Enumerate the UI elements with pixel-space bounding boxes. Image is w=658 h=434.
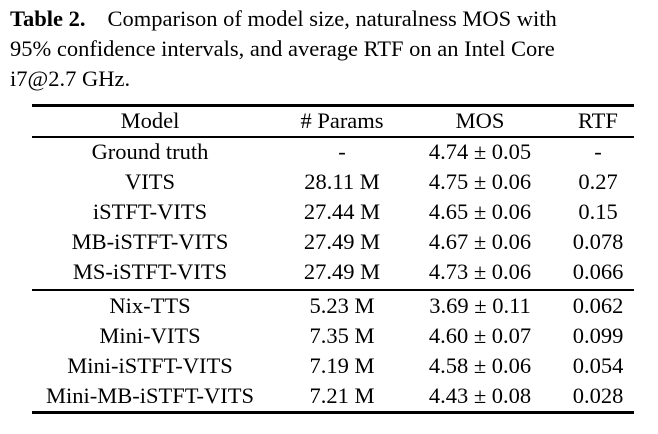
cell-params: 7.19 M (309, 353, 375, 378)
cell-mos: 4.74 ± 0.05 (428, 139, 532, 164)
table-top-rule (32, 104, 634, 107)
cell-rtf: 0.066 (572, 259, 624, 284)
cell-params: 7.21 M (309, 383, 375, 408)
cell-mos: 4.58 ± 0.06 (428, 353, 532, 378)
caption-label: Table 2. (10, 6, 86, 31)
cell-mos: 4.67 ± 0.06 (428, 229, 532, 254)
cell-mos: 4.75 ± 0.06 (428, 169, 532, 194)
cell-rtf: 0.054 (572, 353, 624, 378)
cell-rtf: - (594, 139, 602, 164)
cell-mos: 4.65 ± 0.06 (428, 199, 532, 224)
cell-params: 27.49 M (303, 229, 381, 254)
header-rtf: RTF (578, 108, 618, 133)
cell-model: Ground truth (91, 139, 209, 164)
cell-mos: 4.43 ± 0.08 (428, 383, 532, 408)
cell-rtf: 0.062 (572, 293, 624, 318)
cell-model: iSTFT-VITS (92, 199, 208, 224)
cell-rtf: 0.27 (578, 169, 618, 194)
cell-params: 5.23 M (309, 293, 375, 318)
cell-params: 7.35 M (309, 323, 375, 348)
cell-model: Nix-TTS (109, 293, 191, 318)
cell-rtf: 0.099 (572, 323, 624, 348)
header-mos: MOS (455, 108, 505, 133)
cell-model: Mini-MB-iSTFT-VITS (46, 383, 254, 408)
cell-model: Mini-VITS (99, 323, 201, 348)
caption-line-1: Table 2. Comparison of model size, natura… (10, 4, 658, 34)
caption-line-3: i7@2.7 GHz. (10, 66, 131, 91)
cell-model: MS-iSTFT-VITS (72, 259, 228, 284)
header-params: # Params (300, 108, 384, 133)
header-rule (32, 136, 634, 138)
caption-text-1: Comparison of model size, naturalness MO… (107, 6, 557, 31)
cell-params: 27.49 M (303, 259, 381, 284)
cell-rtf: 0.15 (578, 199, 618, 224)
cell-mos: 4.60 ± 0.07 (428, 323, 532, 348)
cell-rtf: 0.028 (572, 383, 624, 408)
table-bottom-rule (32, 411, 634, 414)
caption-line-2: 95% confidence intervals, and average RT… (10, 36, 555, 61)
cell-model: VITS (125, 169, 175, 194)
cell-model: MB-iSTFT-VITS (71, 229, 229, 254)
cell-params: 28.11 M (304, 169, 380, 194)
cell-mos: 4.73 ± 0.06 (428, 259, 532, 284)
header-model: Model (120, 108, 180, 133)
cell-params: - (338, 139, 346, 164)
cell-params: 27.44 M (303, 199, 381, 224)
cell-mos: 3.69 ± 0.11 (429, 293, 531, 318)
table-caption: Table 2. Comparison of model size, natura… (10, 4, 658, 94)
cell-model: Mini-iSTFT-VITS (67, 353, 233, 378)
cell-rtf: 0.078 (572, 229, 624, 254)
group-separator-rule (32, 289, 634, 291)
